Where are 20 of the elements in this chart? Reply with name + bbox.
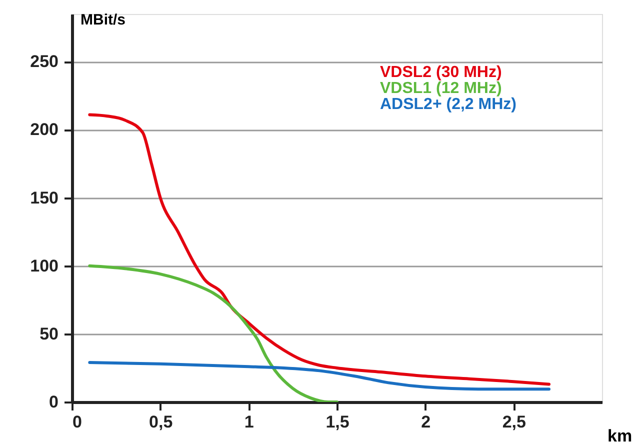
line-series [88,361,550,391]
line-series [88,264,338,402]
x-tick-label: 1,5 [326,412,350,432]
x-tick-label: 0 [72,412,82,432]
x-axis-title: km [608,426,632,445]
text: VDSL2 (30 MHz) [380,64,502,81]
y-axis-title: MBit/s [80,12,126,28]
y-tick-label: 100 [30,256,58,276]
y-tick-label: 200 [30,120,58,140]
line-series [88,113,550,386]
y-tick-label: 50 [40,324,58,344]
x-tick-label: 1 [244,412,254,432]
text: VDSL1 (12 MHz) [380,80,502,97]
text: ADSL2+ (2,2 MHz) [380,96,516,113]
y-tick-label: 0 [49,392,58,412]
y-tick-label: 250 [30,52,58,72]
x-tick-label: 2,5 [502,412,526,432]
x-tick-label: 2 [421,412,431,432]
x-tick-label: 0,5 [149,412,173,432]
y-tick-label: 150 [30,188,58,208]
